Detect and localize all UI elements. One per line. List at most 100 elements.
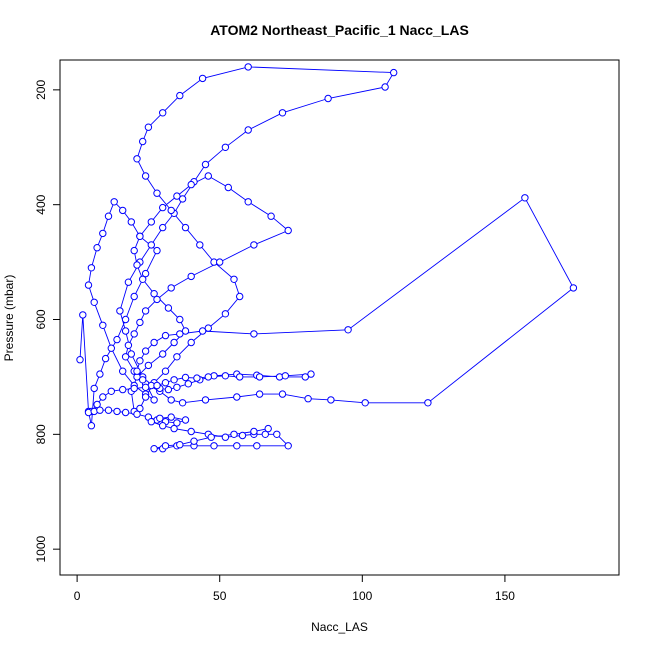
data-point <box>255 373 264 381</box>
data-point <box>153 246 161 255</box>
data-point <box>250 241 258 249</box>
data-point <box>99 229 107 238</box>
data-point <box>253 442 261 450</box>
data-point <box>173 419 181 427</box>
data-point <box>521 194 529 202</box>
data-point <box>161 442 170 450</box>
data-point <box>116 307 124 315</box>
data-point <box>278 109 287 117</box>
data-point <box>121 408 130 417</box>
data-point <box>133 155 141 163</box>
data-point <box>193 374 201 382</box>
data-point <box>324 94 332 103</box>
data-point <box>141 393 150 401</box>
data-point <box>255 390 264 398</box>
data-point <box>210 442 218 450</box>
data-point <box>121 327 130 335</box>
data-point <box>139 137 147 146</box>
data-point <box>87 422 96 430</box>
data-point <box>176 330 184 338</box>
y-tick-label: 1000 <box>34 535 48 562</box>
y-tick-label: 200 <box>34 80 48 100</box>
x-tick-label: 150 <box>495 589 515 603</box>
data-point <box>150 290 158 298</box>
data-point <box>187 427 195 436</box>
data-point <box>99 393 107 401</box>
data-point <box>156 414 164 422</box>
data-point <box>327 396 335 404</box>
data-point <box>264 424 272 433</box>
data-point <box>207 433 215 441</box>
data-point <box>90 384 98 393</box>
data-point <box>167 284 175 292</box>
data-point <box>150 445 158 453</box>
data-point <box>161 331 170 340</box>
x-axis: 0 50 100 150 <box>74 574 515 603</box>
data-point <box>141 269 150 278</box>
data-point <box>230 275 238 283</box>
data-point <box>173 383 181 391</box>
data-point <box>167 396 175 404</box>
data-point <box>204 324 213 332</box>
data-point <box>170 338 178 347</box>
data-point <box>147 218 156 226</box>
data-point <box>133 410 141 418</box>
data-point <box>136 232 144 241</box>
data-point <box>96 370 104 378</box>
y-tick-label: 600 <box>34 309 48 329</box>
data-point <box>173 353 181 361</box>
data-point <box>201 396 210 404</box>
data-point <box>110 198 118 206</box>
data-point <box>273 430 281 438</box>
data-point <box>136 318 144 327</box>
data-point <box>181 223 190 232</box>
data-point <box>136 404 144 413</box>
data-point <box>221 433 230 441</box>
data-point <box>170 424 178 433</box>
data-point <box>284 226 292 235</box>
y-axis: 200 400 600 800 1000 <box>34 80 61 563</box>
data-point <box>361 399 369 407</box>
data-point <box>281 372 289 380</box>
data-point <box>164 304 173 312</box>
data-point <box>159 223 167 232</box>
data-point <box>144 361 153 370</box>
data-point <box>159 350 167 358</box>
data-point <box>150 338 158 347</box>
data-point <box>307 370 315 378</box>
data-point <box>113 335 121 344</box>
data-point <box>201 160 210 169</box>
data-point <box>190 437 198 445</box>
data-point <box>569 284 578 292</box>
data-point <box>261 430 269 438</box>
data-point <box>124 341 133 349</box>
chart-title: ATOM2 Northeast_Pacific_1 Nacc_LAS <box>210 22 469 38</box>
data-point <box>141 347 150 355</box>
data-point <box>170 376 178 384</box>
data-point <box>119 206 127 215</box>
data-point <box>244 63 252 71</box>
data-point <box>424 399 432 407</box>
data-point <box>187 272 195 281</box>
data-point <box>104 212 113 220</box>
data-point <box>238 431 247 440</box>
data-point <box>133 367 141 375</box>
data-point <box>278 390 287 398</box>
y-axis-label: Pressure (mbar) <box>2 275 16 362</box>
data-point <box>204 373 213 381</box>
data-point <box>107 344 116 352</box>
data-point <box>130 384 138 393</box>
data-point <box>284 442 292 450</box>
data-point <box>144 123 153 131</box>
data-point <box>167 413 175 421</box>
data-point <box>153 189 161 197</box>
data-point <box>79 311 87 319</box>
data-point <box>161 379 170 387</box>
y-tick-label: 400 <box>34 194 48 214</box>
data-point <box>159 203 167 212</box>
data-point <box>107 387 116 395</box>
data-point <box>113 407 121 416</box>
data-point <box>178 399 187 407</box>
